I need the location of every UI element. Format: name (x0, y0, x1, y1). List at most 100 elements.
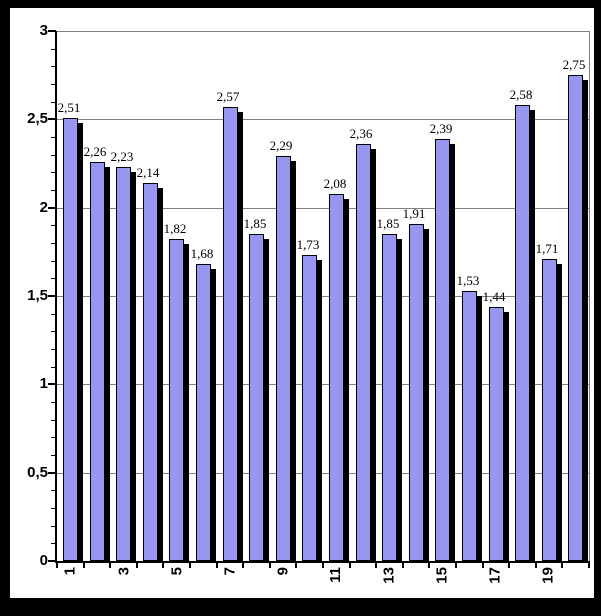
bar (276, 156, 291, 561)
y-major-tick (48, 30, 56, 32)
x-tick (482, 563, 484, 568)
y-minor-tick (51, 243, 56, 244)
bar-value-label: 1,85 (243, 216, 267, 231)
x-tick (269, 563, 271, 568)
y-major-tick (48, 560, 56, 562)
x-tick (349, 563, 351, 568)
bar-value-label: 2,08 (323, 176, 347, 191)
y-minor-tick (51, 261, 56, 262)
bar-value-label: 1,85 (376, 216, 400, 231)
y-major-tick (48, 383, 56, 385)
bar (196, 264, 211, 561)
gridline (57, 119, 589, 120)
bar (382, 234, 397, 561)
y-minor-tick (51, 225, 56, 226)
y-minor-tick (51, 437, 56, 438)
y-axis-tick-label: 1 (39, 375, 48, 392)
bar-value-label: 2,57 (216, 89, 240, 104)
bar-value-label: 2,75 (562, 57, 586, 72)
gridline (57, 208, 589, 209)
bar-shadow (344, 199, 349, 561)
bar-value-label: 1,71 (535, 241, 559, 256)
x-axis-tick-label: 5 (168, 567, 185, 576)
bar-value-label: 2,29 (269, 138, 293, 153)
y-axis-tick-label: 0 (39, 552, 48, 569)
y-minor-tick (51, 314, 56, 315)
bar-shadow (105, 167, 110, 561)
bar-value-label: 2,36 (349, 126, 373, 141)
y-minor-tick (51, 349, 56, 350)
bar (568, 75, 583, 561)
x-tick (588, 563, 590, 568)
y-axis-tick-label: 3 (39, 22, 48, 39)
bar (223, 107, 238, 561)
bar-shadow (371, 149, 376, 561)
bar-value-label: 1,44 (482, 289, 506, 304)
bar-shadow (158, 188, 163, 561)
x-axis-tick-label: 19 (540, 567, 557, 584)
bar-shadow (317, 260, 322, 561)
y-major-tick (48, 207, 56, 209)
x-tick (375, 563, 377, 568)
x-tick (535, 563, 537, 568)
y-minor-tick (51, 508, 56, 509)
y-major-tick (48, 118, 56, 120)
bar-shadow (504, 312, 509, 561)
bar-value-label: 1,82 (163, 221, 187, 236)
x-axis-tick-label: 1 (61, 567, 78, 576)
bar-value-label: 2,23 (110, 149, 134, 164)
y-minor-tick (51, 49, 56, 50)
bar-value-label: 1,91 (402, 206, 426, 221)
y-minor-tick (51, 66, 56, 67)
bar-value-label: 2,26 (83, 144, 107, 159)
bar-value-label: 1,53 (456, 273, 480, 288)
y-minor-tick (51, 420, 56, 421)
y-minor-tick (51, 331, 56, 332)
x-tick (242, 563, 244, 568)
x-tick (83, 563, 85, 568)
bar-shadow (450, 144, 455, 561)
bar (462, 291, 477, 561)
bar-shadow (583, 80, 588, 561)
bar (489, 307, 504, 561)
bar-value-label: 2,58 (509, 87, 533, 102)
x-tick (402, 563, 404, 568)
x-axis-tick-label: 17 (487, 567, 504, 584)
bar-shadow (530, 110, 535, 561)
y-minor-tick (51, 155, 56, 156)
y-axis-tick-label: 1,5 (27, 287, 48, 304)
x-axis-tick-label: 7 (221, 567, 238, 576)
x-axis-tick-label: 13 (381, 567, 398, 584)
bar-shadow (238, 112, 243, 561)
bar-shadow (131, 172, 136, 561)
y-major-tick (48, 295, 56, 297)
gridline (57, 296, 589, 297)
bar-shadow (264, 239, 269, 561)
x-tick (455, 563, 457, 568)
x-tick (295, 563, 297, 568)
y-axis-tick-label: 2,5 (27, 110, 48, 127)
y-minor-tick (51, 84, 56, 85)
bar (515, 105, 530, 561)
x-axis-tick-label: 9 (274, 567, 291, 576)
x-axis-tick-label: 11 (327, 567, 344, 583)
bar-shadow (557, 264, 562, 561)
bar (169, 239, 184, 561)
bar-shadow (477, 296, 482, 561)
bar-shadow (397, 239, 402, 561)
y-minor-tick (51, 455, 56, 456)
x-tick (162, 563, 164, 568)
bar (409, 224, 424, 561)
x-tick (216, 563, 218, 568)
bar-value-label: 1,68 (190, 246, 214, 261)
y-minor-tick (51, 190, 56, 191)
bar (249, 234, 264, 561)
y-minor-tick (51, 102, 56, 103)
x-tick (136, 563, 138, 568)
x-tick (56, 563, 58, 568)
y-minor-tick (51, 367, 56, 368)
y-major-tick (48, 472, 56, 474)
x-tick (561, 563, 563, 568)
y-minor-tick (51, 526, 56, 527)
y-minor-tick (51, 490, 56, 491)
